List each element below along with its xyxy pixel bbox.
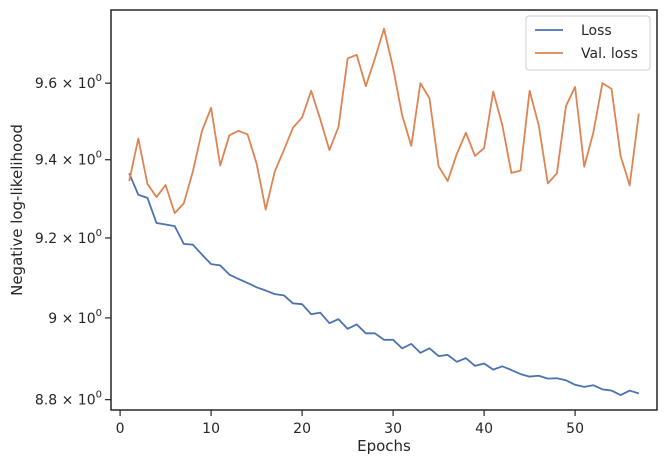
legend-label-val-loss: Val. loss (581, 46, 638, 62)
y-tick-label: 9.4 × 100 (35, 150, 102, 169)
y-axis: 8.8 × 100 9 × 100 9.2 × 100 9.4 × 100 9.6 × … (35, 73, 111, 409)
series-line-val-loss (128, 27, 640, 215)
legend-label-loss: Loss (581, 23, 612, 39)
series-line-loss (128, 172, 640, 397)
x-tick-label: 10 (202, 421, 220, 437)
y-axis-label: Negative log-likelihood (8, 124, 26, 296)
y-tick-label: 9.6 × 100 (35, 73, 102, 92)
x-tick-label: 20 (293, 421, 311, 437)
series-layer (128, 27, 640, 397)
legend: Loss Val. loss (525, 15, 651, 71)
x-tick-label: 40 (475, 421, 493, 437)
x-tick-label: 30 (384, 421, 402, 437)
x-tick-label: 50 (566, 421, 584, 437)
plot-frame (110, 9, 658, 411)
y-tick-label: 9 × 100 (48, 308, 102, 327)
x-axis-label: Epochs (357, 437, 411, 455)
x-tick-label: 0 (116, 421, 125, 437)
x-axis: 0 10 20 30 40 50 (116, 410, 584, 437)
y-tick-label: 9.2 × 100 (35, 228, 102, 247)
y-tick-label: 8.8 × 100 (35, 390, 102, 409)
